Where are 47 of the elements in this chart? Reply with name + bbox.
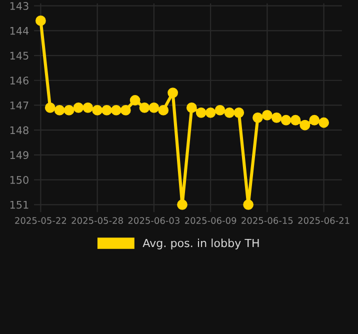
point <box>92 104 103 116</box>
point <box>214 104 226 116</box>
y-tick-label: 147 <box>10 102 28 110</box>
x-tick-label: 2025-06-09 <box>184 217 236 224</box>
point <box>73 102 84 113</box>
y-tick-label: 144 <box>10 27 29 35</box>
y-tick-label: 148 <box>10 126 28 134</box>
point <box>224 107 235 118</box>
point <box>82 102 94 113</box>
point <box>318 117 330 128</box>
point <box>102 104 112 116</box>
x-tick-label: 2025-06-03 <box>128 217 180 224</box>
y-tick-label: 143 <box>10 2 28 10</box>
point <box>148 102 160 113</box>
point <box>252 112 263 123</box>
point <box>186 102 197 113</box>
point <box>110 104 122 116</box>
x-tick-label: 2025-06-21 <box>298 217 350 224</box>
point <box>196 107 206 118</box>
x-tick-label: 2025-05-22 <box>15 217 66 224</box>
point <box>120 104 131 116</box>
point <box>243 199 254 210</box>
point <box>35 16 46 26</box>
point <box>158 104 169 116</box>
x-tick-label: 2025-06-15 <box>242 217 293 224</box>
y-tick-label: 149 <box>10 151 28 160</box>
point <box>177 199 188 210</box>
point <box>130 95 140 106</box>
point <box>139 102 150 113</box>
point <box>54 104 65 116</box>
point <box>205 107 216 118</box>
legend-label: Avg. pos. in lobby TH <box>142 238 259 250</box>
point <box>44 102 56 113</box>
point <box>280 114 292 126</box>
point <box>234 107 244 118</box>
point <box>271 112 282 123</box>
y-tick-label: 150 <box>10 176 28 184</box>
x-tick-label: 2025-05-28 <box>72 217 123 224</box>
point <box>168 88 178 98</box>
y-tick-label: 151 <box>10 201 28 209</box>
point <box>64 104 74 116</box>
point <box>262 110 272 120</box>
point <box>290 114 301 126</box>
point <box>300 120 310 130</box>
y-tick-label: 145 <box>10 52 28 60</box>
point <box>309 114 320 126</box>
y-tick-label: 146 <box>10 76 28 84</box>
